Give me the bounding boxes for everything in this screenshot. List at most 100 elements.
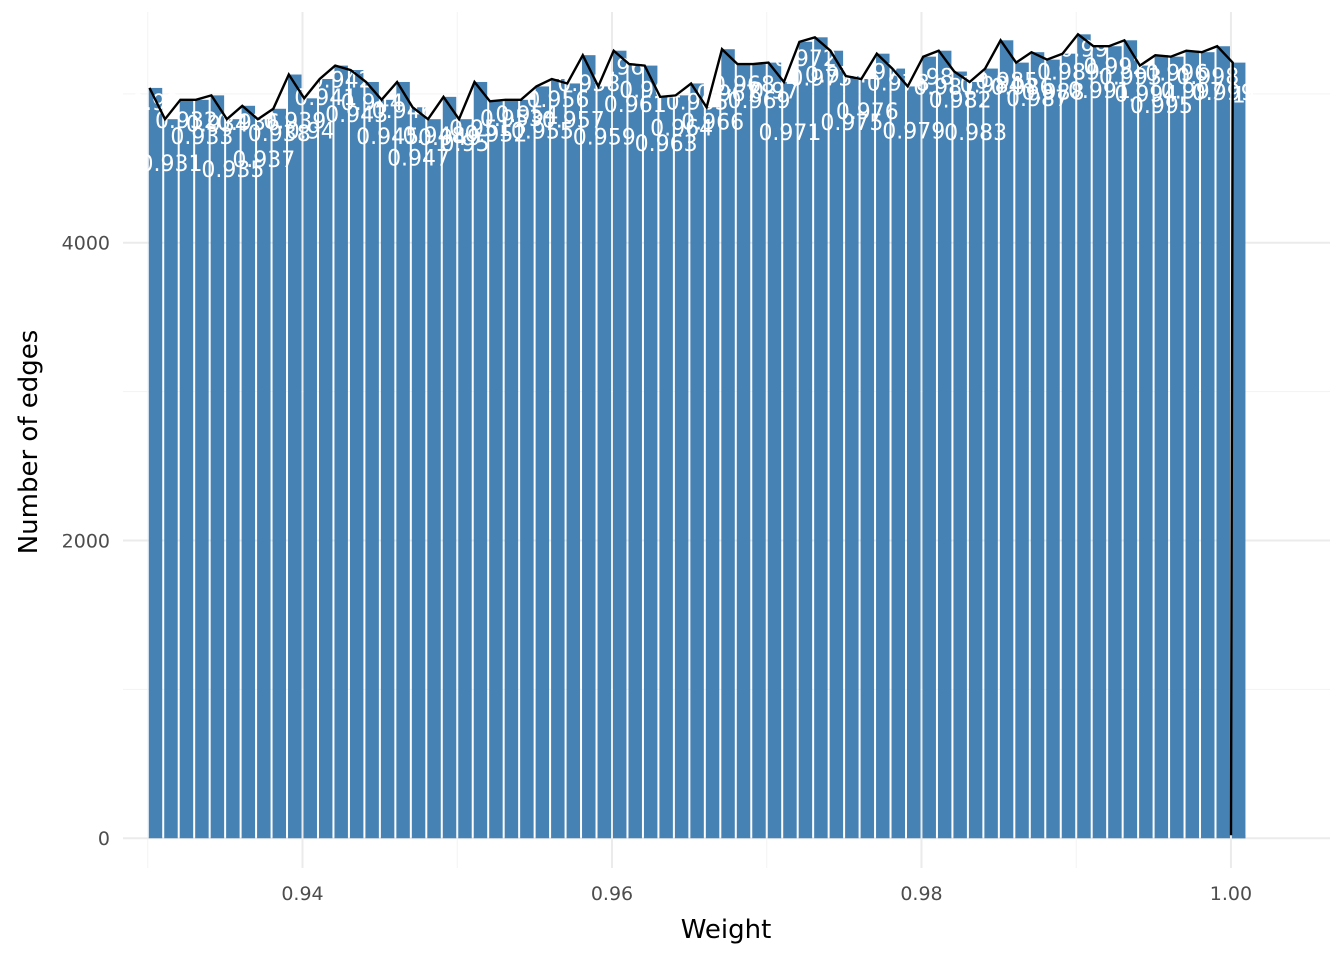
histogram-bar (411, 107, 426, 839)
bar-value-label: 0.945 (356, 125, 419, 150)
bar-value-label: 0.952 (464, 122, 527, 147)
bar-value-label: 0.942 (310, 69, 373, 94)
bar-value-label: 0.944 (341, 91, 404, 116)
histogram-bar (241, 105, 256, 839)
bar-value-label: 0.986 (991, 76, 1054, 101)
bar-value-label: 0.954 (495, 103, 558, 128)
x-axis-title: Weight (681, 915, 772, 945)
x-tick-label: 0.94 (281, 883, 323, 905)
histogram-bar (1139, 65, 1153, 839)
histogram-bar (643, 65, 658, 839)
histogram-bar (365, 81, 379, 839)
histogram-bar (396, 81, 410, 839)
histogram-bar (814, 37, 828, 839)
histogram-bar (1030, 52, 1045, 839)
bar-value-label: 0.935 (201, 158, 264, 183)
histogram-bar (953, 71, 967, 839)
histogram-bar (442, 96, 457, 839)
bar-value-label: 0.999 (1192, 81, 1255, 106)
bar-value-label: 0.946 (372, 99, 435, 124)
bar-value-label: 1 (1232, 84, 1246, 109)
histogram-bar (1108, 46, 1122, 839)
histogram-bar (984, 68, 998, 839)
histogram-bar (922, 56, 936, 839)
bar-value-label: 0.933 (170, 125, 233, 150)
histogram-bar (612, 50, 627, 839)
histogram-bar (860, 78, 875, 839)
histogram-bar (272, 108, 287, 839)
histogram-bar (721, 49, 735, 839)
bar-value-label: 0.985 (975, 69, 1038, 94)
histogram-bar (907, 86, 921, 839)
bar-value-label: 0.971 (758, 121, 821, 146)
histogram-bar (427, 119, 441, 839)
histogram-bar (1015, 62, 1029, 839)
histogram-bar (303, 98, 317, 839)
histogram-bar (210, 95, 225, 839)
histogram-bar (520, 99, 534, 839)
bar-value-label: 0.972 (774, 47, 837, 72)
histogram-bar (690, 83, 704, 839)
bar-value-label: 0.988 (1022, 81, 1085, 106)
histogram-bar (597, 86, 611, 839)
histogram-bar (179, 99, 194, 839)
y-tick-label: 4000 (62, 233, 110, 255)
histogram-bar (999, 40, 1014, 839)
histogram-bar (783, 81, 797, 839)
histogram-bar (566, 83, 581, 839)
histogram-bar (767, 62, 782, 839)
frequency-line (148, 32, 1234, 836)
histogram-bar (628, 64, 642, 839)
bar-value-label: 0.993 (1099, 65, 1162, 90)
bar-value-label: 0.995 (1130, 94, 1193, 119)
histogram-bar (1170, 56, 1184, 839)
bar-value-label: 0.991 (1068, 79, 1131, 104)
bar-value-label: 0.998 (1176, 65, 1239, 90)
histogram-bar (736, 64, 751, 839)
bars (148, 34, 1246, 839)
bar-value-label: 0.987 (1006, 87, 1069, 112)
bar-value-label: 0.994 (1114, 83, 1177, 108)
bar-value-label: 0.983 (944, 121, 1007, 146)
histogram-bar (334, 65, 348, 839)
histogram-bar (1154, 55, 1169, 839)
bar-value-label: 0.931 (139, 152, 202, 177)
histogram-bar (1077, 34, 1091, 839)
histogram-bar (318, 78, 333, 839)
histogram-bar (582, 55, 596, 839)
histogram-bar (226, 119, 240, 839)
bar-value-label: 0.937 (232, 148, 295, 173)
histogram-bar (148, 87, 163, 839)
bar-value-label: 0.982 (929, 89, 992, 114)
bar-value-label: 0.948 (403, 124, 466, 149)
histogram-bar (288, 74, 302, 839)
histogram-bar (798, 41, 813, 839)
histogram-bar (705, 107, 720, 839)
bar-value-label: 0.938 (248, 122, 311, 147)
bar-value-label: 0.94 (286, 119, 335, 144)
histogram-bar (257, 119, 271, 839)
bar-value-label: 0.963 (635, 132, 698, 157)
bar-value-label: 0.957 (542, 108, 605, 133)
bar-value-label: 0.939 (263, 110, 326, 135)
histogram-bar (1216, 46, 1230, 839)
histogram-bar (659, 96, 673, 839)
y-axis-ticks: 0 2000 4000 (62, 233, 110, 850)
histogram-bar (1201, 52, 1215, 839)
bar-value-label: 0.949 (418, 126, 481, 151)
histogram-bar (551, 78, 565, 839)
histogram-bar (195, 99, 209, 839)
histogram-bar (829, 50, 844, 839)
bar-value-label: 0.956 (526, 88, 589, 113)
y-tick-label: 0 (98, 828, 110, 850)
histogram-bar (380, 99, 395, 839)
histogram-bar (1061, 53, 1076, 839)
y-tick-label: 2000 (62, 530, 110, 552)
histogram-bar (458, 119, 472, 839)
bar-value-label: 0.996 (1145, 62, 1208, 87)
histogram-bar (1092, 46, 1107, 839)
bar-value-label: 0.968 (712, 73, 775, 98)
bar-value-label: 0.936 (217, 111, 280, 136)
bar-value-label: 0.984 (960, 74, 1023, 99)
x-tick-label: 1.00 (1210, 883, 1252, 905)
